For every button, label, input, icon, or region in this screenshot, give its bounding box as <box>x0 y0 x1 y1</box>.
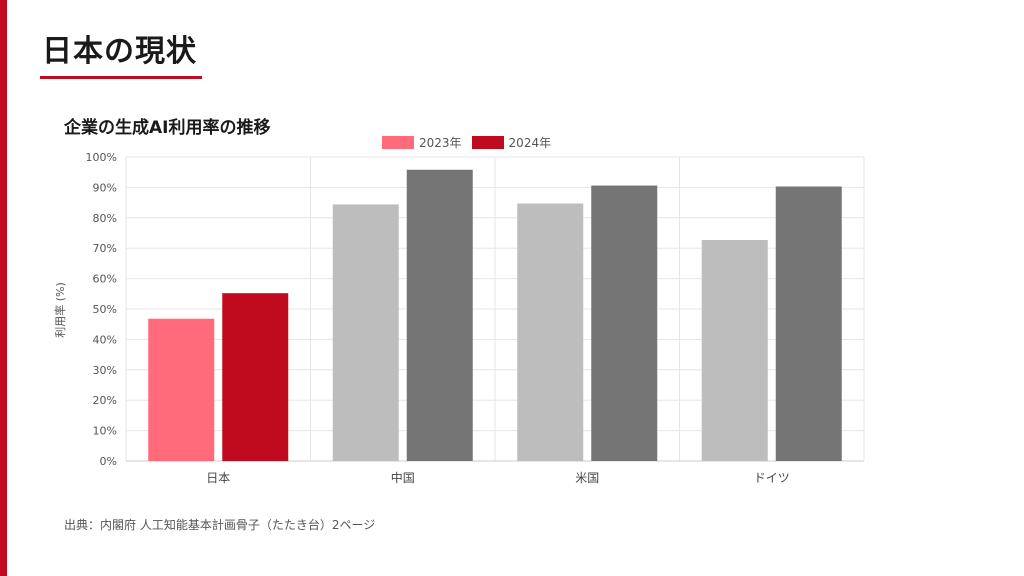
bar <box>332 204 399 461</box>
y-tick-label: 0% <box>100 455 117 468</box>
legend-swatch-2023 <box>382 135 414 149</box>
page-title: 日本の現状 <box>42 34 197 69</box>
bar <box>775 186 842 461</box>
bar <box>591 185 658 462</box>
y-tick-label: 70% <box>93 242 117 255</box>
legend-item-2024: 2024年 <box>471 134 552 151</box>
x-tick-label: 中国 <box>391 470 415 485</box>
y-tick-label: 10% <box>93 425 117 438</box>
bar <box>517 203 584 461</box>
bar <box>701 239 768 461</box>
y-tick-label: 20% <box>93 394 117 407</box>
y-tick-label: 80% <box>93 212 117 225</box>
bar <box>406 169 473 461</box>
y-tick-label: 40% <box>93 333 117 346</box>
chart-legend: 2023年 2024年 <box>382 133 551 151</box>
y-tick-label: 60% <box>93 273 117 286</box>
legend-swatch-2024 <box>471 135 504 149</box>
legend-label-2024: 2024年 <box>508 135 552 150</box>
bar <box>148 318 215 461</box>
legend-item-2023: 2023年 <box>382 134 462 151</box>
bar <box>222 293 289 461</box>
y-tick-label: 100% <box>86 151 117 164</box>
accent-side-bar <box>0 0 7 576</box>
x-tick-label: 日本 <box>206 471 230 485</box>
x-tick-label: ドイツ <box>754 471 790 485</box>
chart-title: 企業の生成AI利用率の推移 <box>64 118 271 138</box>
source-note: 出典：内閣府 人工知能基本計画骨子（たたき台）2ページ <box>64 518 376 532</box>
x-tick-label: 米国 <box>575 471 599 485</box>
y-tick-label: 90% <box>93 181 117 194</box>
y-tick-label: 30% <box>93 364 117 377</box>
legend-label-2023: 2023年 <box>419 135 462 150</box>
y-tick-label: 50% <box>93 303 117 316</box>
title-underline <box>40 76 202 79</box>
